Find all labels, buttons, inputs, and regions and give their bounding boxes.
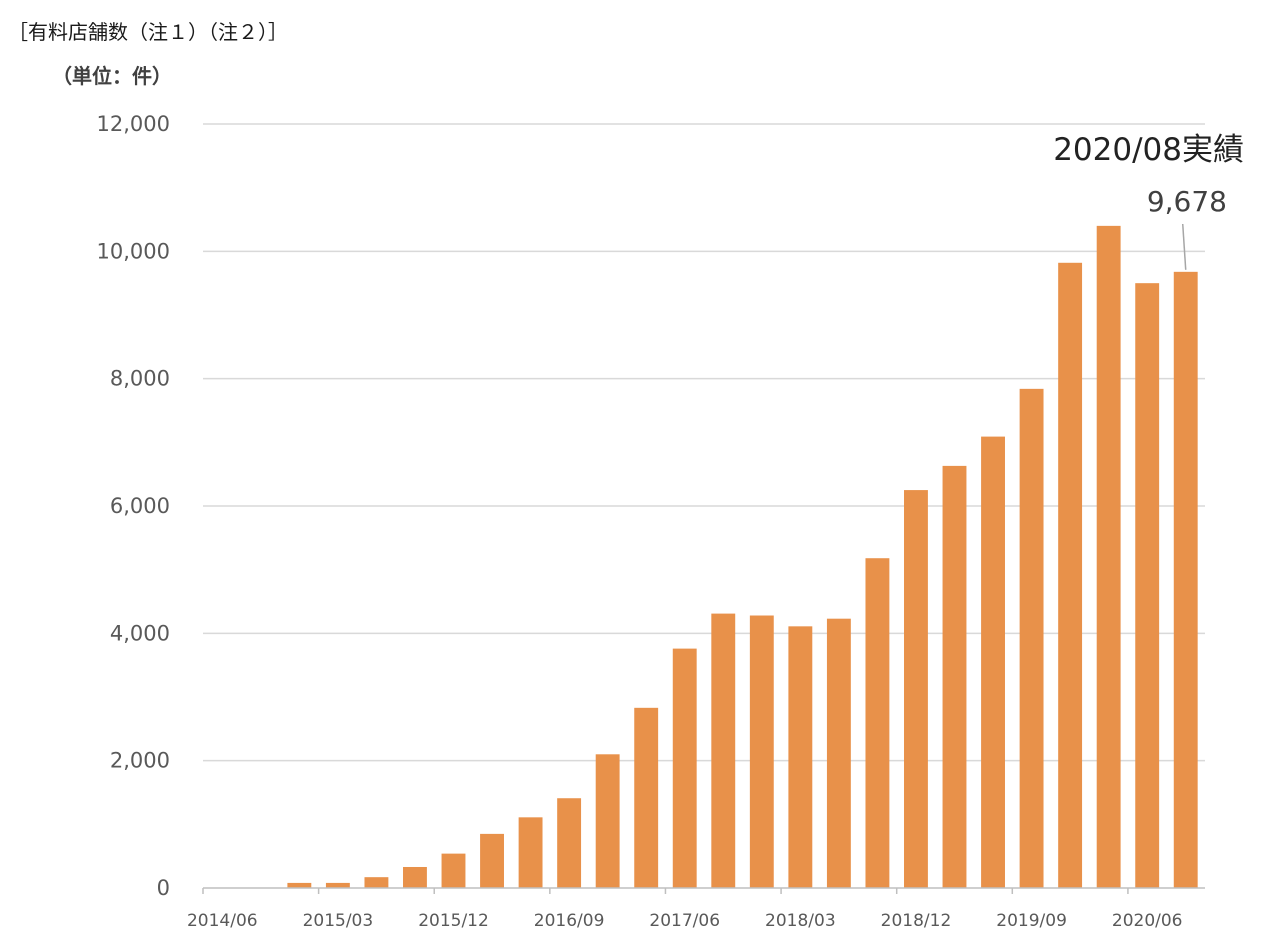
y-tick-label: 12,000	[97, 112, 170, 136]
bar	[981, 436, 1005, 888]
bar	[634, 707, 659, 888]
bar	[1058, 262, 1083, 888]
bar	[1019, 388, 1044, 888]
bar	[788, 626, 813, 888]
x-tick-label: 2019/09	[996, 911, 1067, 931]
y-tick-label: 8,000	[110, 367, 170, 391]
unit-label: （単位：件）	[52, 64, 172, 88]
bars	[287, 225, 1198, 889]
x-tick-label: 2015/12	[418, 911, 489, 931]
bar	[1096, 225, 1121, 888]
bar	[364, 877, 389, 888]
bar	[480, 833, 504, 888]
bar	[672, 648, 697, 888]
bar	[403, 866, 427, 888]
x-tick-label: 2018/03	[765, 911, 836, 931]
annotation-leader-line	[1181, 223, 1187, 270]
bar	[942, 465, 967, 888]
bar	[1135, 283, 1160, 888]
bar	[865, 558, 890, 888]
x-tick-label: 2014/06	[187, 911, 258, 931]
bar	[325, 882, 350, 888]
gridlines	[203, 123, 1205, 762]
bar	[518, 817, 543, 888]
bar	[595, 754, 620, 888]
bar	[1173, 271, 1198, 889]
y-tick-label: 2,000	[110, 749, 170, 773]
x-tick-label: 2017/06	[649, 911, 720, 931]
annotation-value: 9,678	[1147, 185, 1227, 218]
annotation-title: 2020/08実績	[1053, 132, 1244, 168]
x-tick-label: 2016/09	[534, 911, 605, 931]
bar	[287, 882, 312, 888]
bar	[711, 613, 736, 888]
annotation: 2020/08実績 9,678	[1053, 132, 1244, 270]
y-tick-label: 0	[157, 876, 170, 900]
page-title: ［有料店舗数（注１）（注２）］	[8, 20, 288, 44]
x-tick-label: 2015/03	[303, 911, 374, 931]
y-tick-label: 10,000	[97, 239, 170, 263]
y-tick-label: 4,000	[110, 621, 170, 645]
x-tick-label: 2018/12	[881, 911, 952, 931]
x-tick-label: 2020/06	[1112, 911, 1183, 931]
bar	[904, 490, 928, 888]
bar	[826, 618, 851, 888]
y-tick-label: 6,000	[110, 494, 170, 518]
axes: 0 2,000 4,000 6,000 8,000 10,000 12,000 2014/06…	[97, 112, 1205, 931]
bar	[749, 615, 774, 888]
bar	[441, 853, 466, 888]
bar	[557, 798, 582, 888]
